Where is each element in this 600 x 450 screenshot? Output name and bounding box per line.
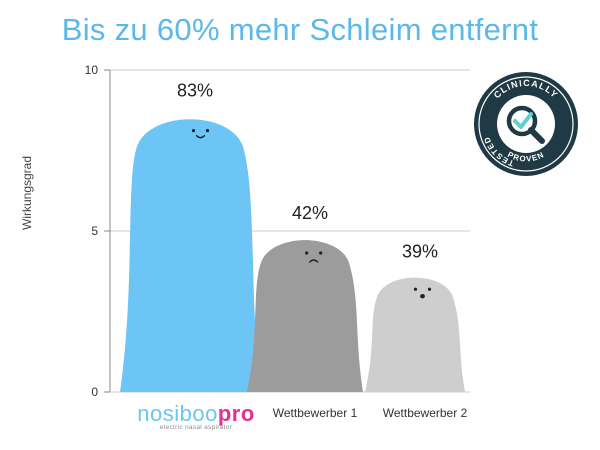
x-category-label-3: Wettbewerber 2	[383, 406, 468, 420]
x-category-label-2: Wettbewerber 1	[273, 406, 358, 420]
face-mouth-smile	[195, 134, 206, 139]
face-eye-right	[427, 287, 432, 291]
data-label-3: 39%	[402, 242, 438, 262]
brand-logo: nosiboopro electric nasal aspirator	[131, 402, 261, 432]
brand-name-pro: pro	[217, 401, 255, 426]
brand-name-main: nosiboo	[137, 401, 218, 426]
brand-tagline: electric nasal aspirator	[159, 424, 233, 431]
data-label-2: 42%	[292, 203, 328, 223]
face-eye-right	[205, 129, 210, 133]
y-tick-label: 10	[85, 63, 99, 77]
y-tick-label: 0	[91, 385, 98, 399]
face-eye-left	[305, 251, 309, 255]
face-mouth-surprised	[420, 294, 425, 299]
data-label-1: 83%	[177, 81, 213, 101]
chart-title: Bis zu 60% mehr Schleim entfernt	[61, 12, 539, 47]
bar-1	[120, 119, 260, 392]
y-tick-label: 5	[91, 224, 98, 238]
magnifier-check-icon	[506, 105, 545, 144]
face-eye-left	[413, 287, 418, 291]
clinically-tested-seal: CLINICALLY TESTED PROVEN	[474, 72, 578, 176]
seal-bottom-text: PROVEN	[506, 150, 545, 164]
face-eye-right	[319, 251, 323, 255]
svg-text:PROVEN: PROVEN	[506, 150, 546, 164]
brand-name: nosiboopro	[131, 402, 261, 426]
face-mouth-frown	[309, 259, 319, 263]
bar-3	[365, 277, 465, 392]
face-eye-left	[191, 129, 196, 133]
bar-2	[247, 240, 363, 392]
